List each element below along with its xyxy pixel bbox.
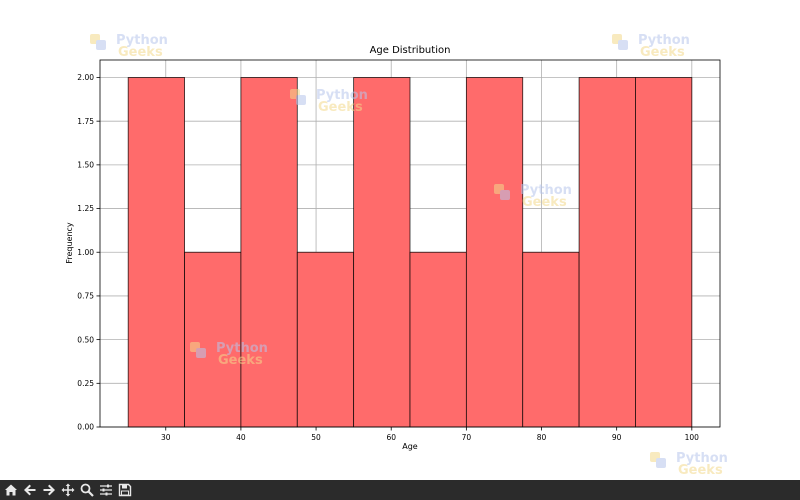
watermark-logo: Python Geeks xyxy=(494,183,572,210)
configure-subplots-button[interactable] xyxy=(97,481,115,499)
x-tick-label: 100 xyxy=(685,433,700,442)
watermark-text-2: Geeks xyxy=(678,463,723,478)
watermark-text-1: Python xyxy=(520,183,572,198)
back-arrow-icon xyxy=(24,484,36,496)
watermark-mark xyxy=(296,95,306,105)
histogram-bar xyxy=(578,77,636,428)
histogram-bars xyxy=(127,77,693,428)
configure-subplots-icon xyxy=(100,484,112,496)
y-tick-label: 1.75 xyxy=(77,117,94,126)
watermark-logo: Python Geeks xyxy=(612,33,690,60)
home-button[interactable] xyxy=(2,481,20,499)
watermark-text-2: Geeks xyxy=(218,353,263,368)
watermark-logo: Python Geeks xyxy=(190,341,268,368)
watermark-mark xyxy=(656,458,666,468)
y-tick-label: 0.00 xyxy=(77,423,94,432)
watermark-text-1: Python xyxy=(116,33,168,48)
back-button[interactable] xyxy=(21,481,39,499)
y-tick-label: 1.25 xyxy=(77,204,94,213)
forward-button[interactable] xyxy=(40,481,58,499)
y-tick-label: 0.25 xyxy=(77,379,94,388)
watermark-logo: Python Geeks xyxy=(90,33,168,60)
plot-frame xyxy=(99,59,721,428)
chart-title: Age Distribution xyxy=(370,45,451,56)
zoom-icon xyxy=(80,483,94,497)
x-tick-label: 80 xyxy=(537,433,547,442)
y-tick-label: 2.00 xyxy=(77,73,94,82)
x-tick-label: 40 xyxy=(236,433,246,442)
y-axis-label: Frequency xyxy=(65,222,74,264)
y-axis-ticks: 0.00 0.25 0.50 0.75 1.00 1.25 1.50 1.75 2.00 xyxy=(77,73,100,432)
figure: 30 40 50 60 70 80 90 100 0.00 0.25 0.50 0.75 1.00 1.… xyxy=(65,33,728,478)
navigation-toolbar xyxy=(0,480,800,500)
watermark-text-2: Geeks xyxy=(522,195,567,210)
x-axis-ticks: 30 40 50 60 70 80 90 100 xyxy=(161,427,699,442)
y-tick-label: 0.75 xyxy=(77,292,94,301)
watermark-text-2: Geeks xyxy=(640,45,685,60)
watermark-text-2: Geeks xyxy=(318,100,363,115)
zoom-button[interactable] xyxy=(78,481,96,499)
histogram-bar xyxy=(127,77,185,428)
histogram-bar xyxy=(465,77,524,428)
x-axis-label: Age xyxy=(402,442,418,451)
pan-button[interactable] xyxy=(59,481,77,499)
watermark-mark xyxy=(196,348,206,358)
histogram-bar xyxy=(353,77,411,428)
watermark-logo: Python Geeks xyxy=(290,88,368,115)
watermark-text-2: Geeks xyxy=(118,45,163,60)
watermark-text-1: Python xyxy=(216,341,268,356)
x-tick-label: 50 xyxy=(311,433,321,442)
histogram-bar xyxy=(635,77,693,428)
home-icon xyxy=(5,484,17,496)
pan-icon xyxy=(61,483,75,497)
x-tick-label: 90 xyxy=(612,433,622,442)
x-tick-label: 30 xyxy=(161,433,171,442)
forward-arrow-icon xyxy=(43,484,55,496)
watermark-text-1: Python xyxy=(316,88,368,103)
y-tick-label: 1.50 xyxy=(77,161,94,170)
watermark-text-1: Python xyxy=(638,33,690,48)
histogram-bar xyxy=(240,77,298,428)
watermark-text-1: Python xyxy=(676,451,728,466)
x-tick-label: 60 xyxy=(386,433,396,442)
histogram-bar xyxy=(184,251,242,428)
histogram-bar xyxy=(522,251,580,428)
save-button[interactable] xyxy=(116,481,134,499)
histogram-bar xyxy=(296,251,355,428)
histogram-bar xyxy=(409,251,467,428)
x-tick-label: 70 xyxy=(462,433,472,442)
watermark-logo: Python Geeks xyxy=(650,451,728,478)
y-tick-label: 1.00 xyxy=(77,248,94,257)
y-tick-label: 0.50 xyxy=(77,335,94,344)
save-icon xyxy=(118,483,132,497)
watermark-mark xyxy=(500,190,510,200)
watermark-mark xyxy=(96,40,106,50)
watermark-mark xyxy=(618,40,628,50)
